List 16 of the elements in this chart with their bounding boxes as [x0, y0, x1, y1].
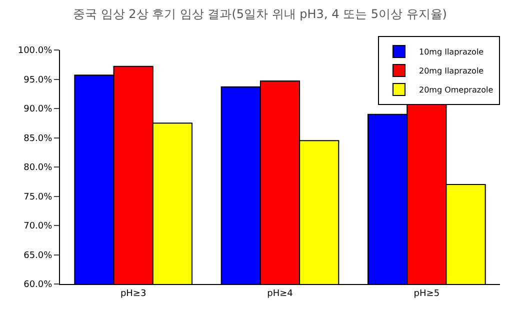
x-tick-label: pH≥4 [267, 288, 294, 299]
y-tick-label: 60.0% [24, 280, 53, 290]
x-tick-label: pH≥3 [120, 288, 146, 299]
y-tick-label: 75.0% [24, 192, 53, 202]
legend-label: 20mg Ilaprazole [419, 66, 484, 76]
chart-title: 중국 임상 2상 후기 임상 결과(5일차 위내 pH3, 4 또는 5이상 유지율) [73, 7, 447, 22]
y-tick-label: 90.0% [24, 104, 53, 115]
y-tick-label: 70.0% [24, 222, 53, 232]
x-tick-label: pH≥5 [414, 288, 440, 299]
y-tick-label: 65.0% [24, 250, 53, 261]
legend-label: 20mg Omeprazole [419, 86, 494, 95]
legend-label: 10mg Ilaprazole [419, 48, 484, 57]
y-tick-label: 85.0% [24, 134, 53, 144]
y-tick-label: 95.0% [24, 75, 53, 86]
y-tick-label: 80.0% [24, 163, 53, 174]
y-tick-label: 100.0% [18, 46, 53, 56]
